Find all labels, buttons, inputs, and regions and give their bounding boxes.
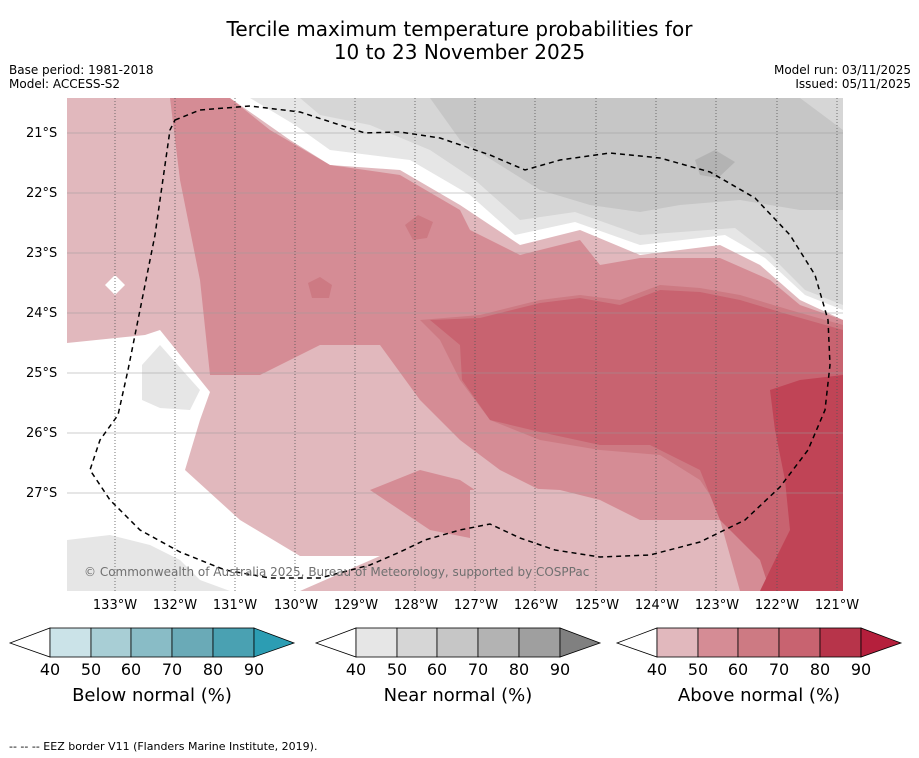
- lon-label: 132°W: [152, 598, 198, 613]
- copyright-notice: © Commonwealth of Australia 2025, Bureau…: [84, 565, 590, 579]
- cbar-near-seg-3: [436, 627, 479, 658]
- chart-title: Tercile maximum temperature probabilitie…: [0, 18, 919, 64]
- colorbar-near-normal: [314, 627, 602, 658]
- lon-label: 123°W: [694, 598, 740, 613]
- eez-border: [89, 105, 831, 579]
- lat-label: 25°S: [26, 366, 58, 381]
- cbar-tick: 90: [850, 660, 872, 679]
- cbar-tick: 80: [809, 660, 831, 679]
- above-40-south: [470, 488, 640, 591]
- above-70-region: [430, 290, 843, 591]
- cbar-below-seg-5: [212, 627, 255, 658]
- cbar-above-seg-2: [697, 627, 739, 658]
- cbar-tick: 80: [202, 660, 224, 679]
- cbar-tick: 90: [243, 660, 265, 679]
- cbar-tick: 40: [345, 660, 367, 679]
- cbar-tick: 50: [386, 660, 408, 679]
- lon-label: 129°W: [333, 598, 379, 613]
- cbar-below-tri-left: [8, 627, 51, 658]
- cbar-near-tri-left: [314, 627, 357, 658]
- lon-label: 128°W: [393, 598, 439, 613]
- lon-label: 133°W: [92, 598, 138, 613]
- cbar-tick: 90: [549, 660, 571, 679]
- above-60-patch-b: [308, 277, 332, 298]
- near-normal-west-blob: [142, 345, 200, 410]
- cbar-near-seg-1: [355, 627, 398, 658]
- issued-date: Issued: 05/11/2025: [795, 77, 911, 91]
- cbar-above-seg-1: [656, 627, 699, 658]
- title-line-2: 10 to 23 November 2025: [333, 40, 586, 64]
- cbar-tick: 60: [120, 660, 142, 679]
- cbar-tick: 70: [467, 660, 489, 679]
- white-left-patch: [67, 380, 160, 510]
- cbar-above-tri-right: [860, 627, 903, 658]
- model-name: Model: ACCESS-S2: [9, 77, 121, 91]
- title-line-1: Tercile maximum temperature probabilitie…: [226, 17, 693, 41]
- lon-label: 130°W: [273, 598, 319, 613]
- lon-label: 122°W: [754, 598, 800, 613]
- meta-right: Model run: 03/11/2025 Issued: 05/11/2025: [774, 63, 911, 91]
- cbar-near-seg-4: [477, 627, 520, 658]
- above-60-patch-a: [405, 215, 433, 240]
- cbar-below-seg-4: [171, 627, 214, 658]
- cbar-above-seg-4: [778, 627, 821, 658]
- lat-label: 23°S: [26, 246, 58, 261]
- meta-left: Base period: 1981-2018 Model: ACCESS-S2: [9, 63, 154, 91]
- cbar-below-seg-3: [130, 627, 173, 658]
- colorbar-title-below: Below normal (%): [72, 685, 232, 706]
- graticule: [67, 98, 843, 591]
- cbar-near-seg-5: [518, 627, 561, 658]
- probability-map: [67, 98, 843, 591]
- lon-label: 131°W: [212, 598, 258, 613]
- lon-label: 126°W: [513, 598, 559, 613]
- map-field: [67, 98, 843, 591]
- cbar-below-seg-1: [49, 627, 92, 658]
- colorbar-title-near: Near normal (%): [383, 685, 533, 706]
- eez-footnote: -- -- -- EEZ border V11 (Flanders Marine…: [9, 740, 318, 753]
- cbar-tick: 80: [508, 660, 530, 679]
- lat-label: 21°S: [26, 126, 58, 141]
- lat-label: 22°S: [26, 186, 58, 201]
- base-period: Base period: 1981-2018: [9, 63, 154, 77]
- colorbar-below-normal: [8, 627, 296, 658]
- lat-label: 24°S: [26, 306, 58, 321]
- lat-label: 27°S: [26, 486, 58, 501]
- cbar-tick: 50: [687, 660, 709, 679]
- cbar-below-tri-right: [253, 627, 296, 658]
- cbar-tick: 60: [727, 660, 749, 679]
- cbar-tick: 70: [161, 660, 183, 679]
- lon-label: 125°W: [574, 598, 620, 613]
- colorbar-title-above: Above normal (%): [677, 685, 841, 706]
- cbar-tick: 60: [426, 660, 448, 679]
- cbar-tick: 50: [80, 660, 102, 679]
- lon-label: 121°W: [814, 598, 860, 613]
- near-normal-sw: [67, 535, 230, 591]
- model-run: Model run: 03/11/2025: [773, 63, 911, 77]
- cbar-tick: 40: [39, 660, 61, 679]
- cbar-tick: 40: [646, 660, 668, 679]
- cbar-above-tri-left: [615, 627, 658, 658]
- lon-label: 127°W: [453, 598, 499, 613]
- near-normal-60: [430, 98, 843, 212]
- lat-label: 26°S: [26, 426, 58, 441]
- cbar-near-tri-right: [559, 627, 602, 658]
- above-80-region: [760, 375, 843, 591]
- lon-label: 124°W: [634, 598, 680, 613]
- parallels: [67, 132, 843, 494]
- cbar-tick: 70: [768, 660, 790, 679]
- cbar-above-seg-5: [819, 627, 862, 658]
- cbar-above-seg-3: [737, 627, 780, 658]
- colorbar-above-normal: [615, 627, 903, 658]
- cbar-near-seg-2: [396, 627, 438, 658]
- cbar-below-seg-2: [90, 627, 132, 658]
- meridians: [114, 98, 838, 591]
- near-normal-70: [695, 150, 735, 178]
